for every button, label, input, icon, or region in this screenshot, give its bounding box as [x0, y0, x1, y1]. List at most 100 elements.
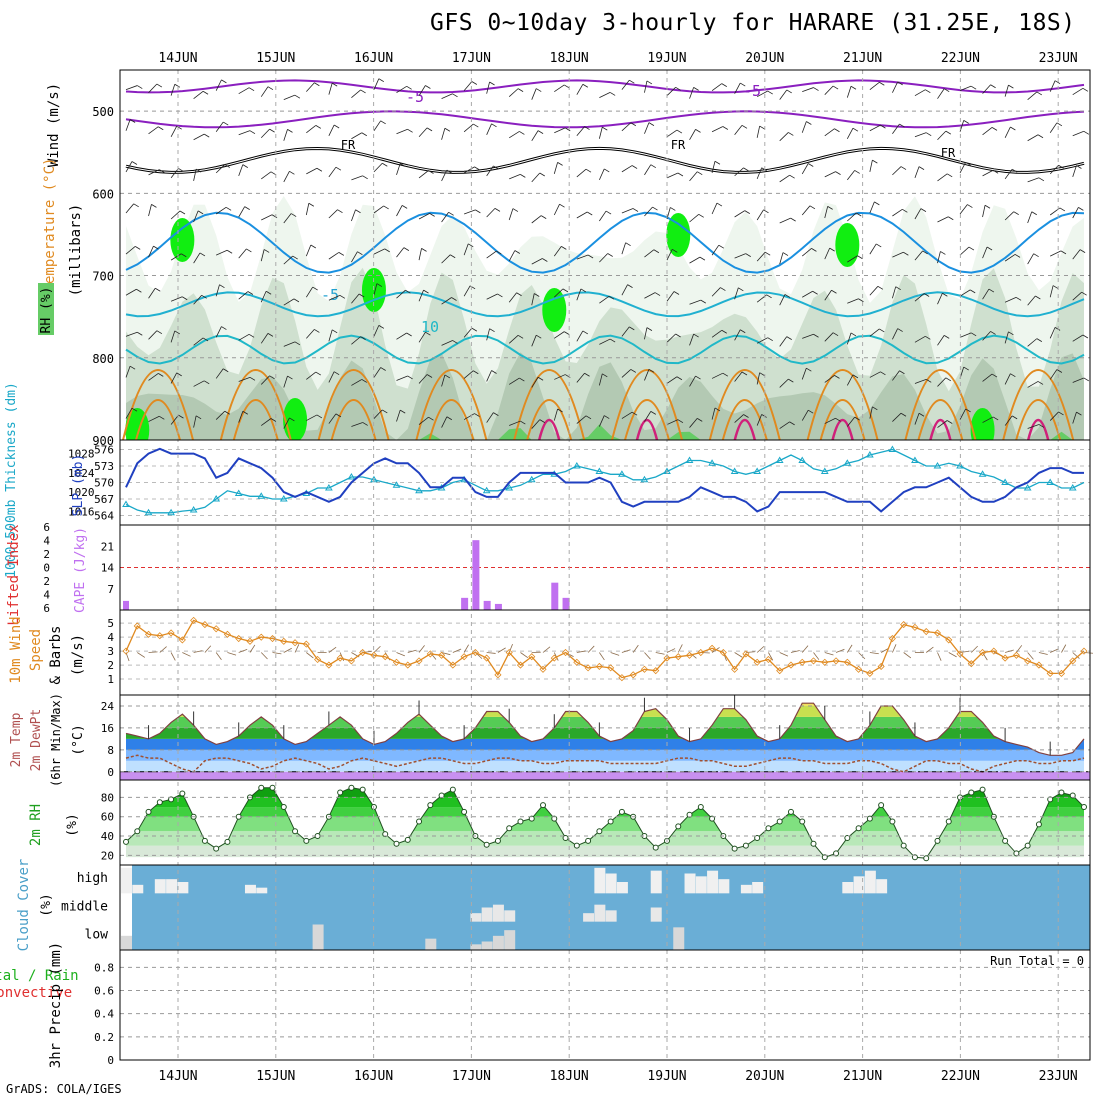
wind-barb: [971, 645, 978, 653]
wind-barb: [790, 650, 800, 653]
thickness-marker: [1001, 478, 1009, 485]
wind-barb-flag: [221, 326, 227, 330]
wind-barb: [779, 652, 789, 657]
wind-barb-flag: [653, 249, 660, 254]
wind-barb-staff: [734, 329, 741, 341]
wind-barb: [531, 376, 544, 388]
wind-barb: [869, 406, 878, 419]
wind-barb: [351, 209, 361, 222]
wind-barb-staff: [170, 330, 176, 343]
wind-barb-flag: [654, 292, 661, 296]
wind-barb: [306, 414, 323, 421]
wind-barb-staff: [193, 252, 201, 264]
wind-barb-staff: [193, 337, 204, 346]
cloud-high-block: [594, 867, 606, 894]
wind-barb-staff: [576, 254, 589, 260]
wind-barb-staff: [756, 251, 766, 262]
wind-barb-staff: [824, 332, 834, 342]
rh-marker: [551, 815, 558, 822]
wind-barb: [937, 377, 952, 387]
wind-barb-flag: [969, 289, 976, 294]
wind-barb: [148, 330, 163, 340]
wind-barb-flag: [1082, 87, 1089, 92]
wind-barb-flag: [1076, 411, 1082, 416]
wind-barb-staff: [644, 122, 650, 134]
wind-barb-flag: [899, 370, 905, 375]
wind-barb: [576, 126, 590, 137]
wind-barb: [644, 80, 653, 93]
wind-barb: [1049, 327, 1061, 339]
wind-barb: [982, 84, 996, 94]
wind-barb-flag: [494, 208, 501, 212]
wind-barb-staff: [508, 292, 517, 303]
wind-barb-flag: [174, 83, 180, 88]
wind-barb-staff: [238, 376, 251, 382]
wind-barb-flag: [767, 337, 773, 342]
wind-barb-staff: [486, 370, 492, 382]
wind-barb: [328, 166, 342, 178]
wind-barb: [711, 244, 724, 256]
wind-barb: [937, 216, 954, 223]
wind-barb-flag: [582, 83, 589, 88]
wind-barb-staff: [193, 210, 199, 223]
wind-barb: [170, 296, 188, 302]
wind-speed-marker: [370, 651, 378, 659]
wind-barb-staff: [1049, 164, 1059, 175]
wind-barb: [351, 336, 366, 345]
wind-barb-flag: [425, 85, 431, 89]
contour-label: 10: [421, 318, 439, 336]
wind-barb-flag: [360, 336, 366, 340]
rh-marker: [540, 802, 547, 809]
wind-barb: [666, 172, 684, 179]
rh-marker: [787, 808, 794, 815]
y-tick-label: 3: [107, 645, 114, 658]
wind-barb: [734, 124, 748, 136]
wind-barb: [463, 370, 479, 379]
wind-barb-flag: [293, 298, 300, 303]
wind-barb-flag: [178, 414, 184, 419]
thickness-marker: [347, 473, 356, 480]
wind-barb: [283, 255, 298, 265]
wind-barb-staff: [779, 336, 788, 347]
wind-barb-staff: [937, 88, 945, 99]
wind-barb-flag: [204, 380, 210, 385]
wind-background: [120, 610, 1090, 695]
wind-barb-staff: [170, 296, 183, 302]
wind-barb-staff: [644, 369, 650, 381]
contour-label: -5: [743, 82, 761, 100]
wind-barb-flag: [137, 85, 143, 89]
wind-barb-flag: [675, 333, 681, 338]
wind-barb-staff: [892, 286, 897, 299]
wind-barb: [892, 370, 905, 381]
wind-barb: [869, 371, 886, 378]
y-tick-label: 900: [92, 434, 114, 448]
wind-barb-flag: [920, 208, 927, 212]
wind-barb: [621, 242, 631, 255]
wind-barb: [170, 83, 180, 96]
wind-barb-staff: [666, 129, 678, 138]
wind-speed-marker: [731, 665, 739, 673]
wind-speed-marker: [595, 662, 603, 671]
wind-speed-marker: [832, 657, 840, 665]
wind-barb: [1027, 253, 1039, 265]
wind-barb: [260, 86, 274, 97]
wind-barb: [463, 209, 481, 215]
wind-barb: [193, 90, 209, 99]
rh-marker: [427, 802, 434, 809]
credit-label: GrADS: COLA/IGES: [6, 1082, 122, 1096]
wind-barb-staff: [982, 84, 991, 94]
y-tick-right: 1024: [68, 467, 95, 480]
wind-barb-staff: [801, 409, 809, 421]
wind-barb-staff: [598, 168, 605, 181]
wind-barb: [125, 407, 138, 419]
wind-barb: [531, 130, 544, 141]
wind-speed-marker: [776, 667, 784, 675]
wind-barb-staff: [328, 209, 338, 219]
wind-barb-flag: [809, 205, 816, 210]
wind-barb: [396, 128, 413, 135]
wind-speed-marker: [1012, 651, 1020, 659]
wind-barb-flag: [335, 413, 342, 418]
wind-barb: [508, 644, 513, 653]
thickness-marker: [708, 459, 716, 466]
wind-barb-flag: [722, 126, 729, 130]
